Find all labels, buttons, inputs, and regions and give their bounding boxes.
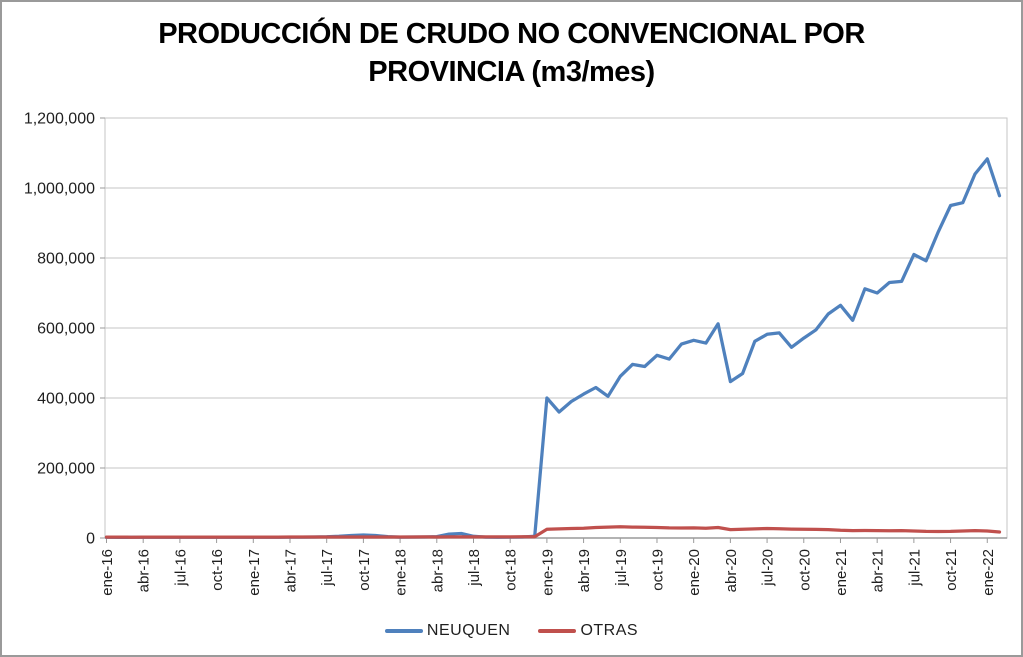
x-axis-label: ene-19	[539, 549, 556, 596]
y-axis-label: 400,000	[37, 391, 95, 408]
y-axis-label: 600,000	[37, 321, 95, 338]
x-axis-label: ene-16	[99, 549, 116, 596]
x-axis-label: jul-16	[172, 549, 189, 587]
x-axis-label: oct-17	[356, 549, 373, 591]
x-axis-label: oct-21	[943, 549, 960, 591]
x-axis-label: jul-18	[466, 549, 483, 587]
x-axis-label: oct-19	[649, 549, 666, 591]
x-axis-label: jul-20	[760, 549, 777, 587]
series-line-neuquen	[104, 157, 1002, 540]
x-axis-label: ene-20	[686, 549, 703, 596]
x-axis-label: ene-22	[980, 549, 997, 596]
y-axis-label: 0	[86, 531, 95, 548]
y-axis-label: 1,200,000	[24, 111, 95, 128]
x-axis-label: abr-17	[282, 549, 299, 592]
x-axis-label: jul-17	[319, 549, 336, 587]
y-axis-label: 200,000	[37, 461, 95, 478]
legend-line-sample-otras	[538, 629, 577, 633]
x-axis-label: jul-21	[906, 549, 923, 587]
chart-title-line1: PRODUCCIÓN DE CRUDO NO CONVENCIONAL POR	[158, 18, 865, 50]
x-axis-label: oct-20	[796, 549, 813, 591]
legend-label-otras: OTRAS	[580, 622, 639, 639]
x-axis-label: ene-21	[833, 549, 850, 596]
legend-item-otras: OTRAS	[538, 622, 638, 640]
y-axis-label: 800,000	[37, 251, 95, 268]
legend-line-sample-neuquen	[384, 629, 423, 633]
x-axis-label: ene-17	[246, 549, 263, 596]
series-line-otras	[104, 525, 1002, 539]
legend: NEUQUEN OTRAS	[2, 622, 1021, 640]
x-axis-label: oct-18	[503, 549, 520, 591]
x-axis-label: abr-16	[136, 549, 153, 592]
legend-label-neuquen: NEUQUEN	[426, 622, 511, 639]
x-axis-label: abr-19	[576, 549, 593, 592]
x-axis-label: jul-19	[613, 549, 630, 587]
x-axis-label: oct-16	[209, 549, 226, 591]
chart-title: PRODUCCIÓN DE CRUDO NO CONVENCIONAL POR …	[2, 15, 1021, 91]
x-axis-label: abr-21	[870, 549, 887, 592]
x-axis-label: abr-18	[429, 549, 446, 592]
y-axis-label: 1,000,000	[24, 181, 95, 198]
x-axis-label: abr-20	[723, 549, 740, 592]
legend-item-neuquen: NEUQUEN	[384, 622, 511, 640]
x-axis-label: ene-18	[393, 549, 410, 596]
chart-title-line2: PROVINCIA (m3/mes)	[368, 56, 655, 88]
